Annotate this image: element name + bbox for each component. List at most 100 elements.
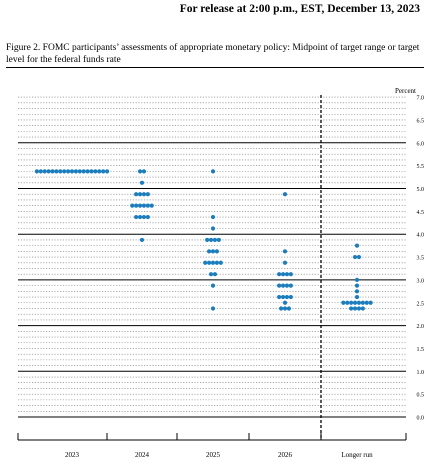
participant-dot — [284, 283, 290, 288]
participant-dot — [97, 169, 102, 174]
participant-dot — [218, 260, 223, 265]
participant-dot — [360, 306, 365, 311]
participant-dot — [354, 289, 360, 294]
participant-dot — [286, 306, 291, 311]
y-tick-label: 6.0 — [417, 141, 425, 147]
participant-dot — [288, 294, 293, 300]
participant-dot — [149, 203, 154, 208]
participant-dot — [134, 214, 139, 220]
participant-dot — [352, 254, 358, 260]
participant-dot — [354, 294, 360, 300]
participant-dot — [279, 306, 284, 311]
y-tick-label: 3.0 — [417, 278, 425, 284]
participant-dot — [210, 306, 216, 311]
participant-dot — [54, 169, 59, 174]
x-category-label: 2023 — [65, 451, 80, 459]
participant-dot — [280, 272, 286, 277]
y-tick-label: 6.5 — [417, 118, 425, 124]
y-tick-label: 0.5 — [417, 393, 425, 399]
participant-dot — [284, 272, 290, 277]
participant-dot — [214, 260, 219, 265]
y-tick-label: 7.0 — [417, 96, 425, 102]
participant-dot — [73, 169, 78, 174]
participant-dot — [208, 237, 214, 243]
participant-dot — [210, 226, 216, 231]
participant-dot — [89, 169, 94, 174]
participant-dot — [210, 214, 216, 220]
participant-dot — [212, 272, 218, 277]
participant-dot — [34, 169, 40, 174]
participant-dot — [145, 192, 150, 197]
participant-dot — [210, 283, 216, 288]
participant-dot — [137, 203, 143, 208]
release-line: For release at 2:00 p.m., EST, December … — [179, 3, 420, 15]
y-tick-label: 4.5 — [417, 210, 425, 216]
participant-dot — [282, 260, 288, 265]
participant-dot — [134, 203, 139, 208]
participant-dot — [364, 300, 369, 305]
participant-dot — [280, 283, 286, 288]
participant-dot — [141, 169, 147, 174]
participant-dot — [356, 254, 362, 260]
participant-dot — [284, 294, 290, 300]
participant-dot — [46, 169, 51, 174]
y-axis-label: Percent — [395, 87, 416, 95]
participant-dot — [360, 300, 365, 305]
x-category-label: 2025 — [206, 451, 221, 459]
title-rule — [6, 67, 424, 68]
participant-dot — [288, 272, 293, 277]
participant-dot — [349, 306, 354, 311]
x-category-label: 2026 — [278, 451, 293, 459]
participant-dot — [85, 169, 90, 174]
participant-dot — [145, 203, 150, 208]
y-tick-label: 5.0 — [417, 187, 425, 193]
participant-dot — [352, 306, 358, 311]
participant-dot — [207, 260, 212, 265]
participant-dot — [69, 169, 75, 174]
participant-dot — [208, 272, 214, 277]
participant-dot — [137, 214, 143, 220]
participant-dot — [139, 180, 145, 185]
participant-dot — [345, 300, 350, 305]
participant-dot — [210, 249, 216, 254]
participant-dot — [105, 169, 110, 174]
y-tick-label: 2.5 — [417, 301, 425, 307]
participant-dot — [145, 214, 150, 220]
participant-dot — [101, 169, 106, 174]
participant-dot — [50, 169, 55, 174]
participant-dot — [137, 192, 143, 197]
participant-dot — [341, 300, 346, 305]
participant-dot — [141, 214, 147, 220]
participant-dot — [134, 192, 139, 197]
participant-dot — [352, 300, 358, 305]
participant-dot — [354, 277, 360, 282]
participant-dot — [203, 260, 208, 265]
participant-dot — [58, 169, 63, 174]
participant-dot — [354, 283, 360, 288]
participant-dot — [277, 272, 282, 277]
participant-dot — [207, 249, 212, 254]
y-tick-label: 1.0 — [417, 370, 425, 376]
y-tick-label: 2.0 — [417, 324, 425, 330]
participant-dot — [212, 237, 218, 243]
participant-dot — [356, 300, 362, 305]
participant-dot — [282, 306, 288, 311]
y-tick-label: 3.5 — [417, 256, 425, 262]
participant-dot — [38, 169, 43, 174]
participant-dot — [66, 169, 71, 174]
participant-dot — [349, 300, 354, 305]
participant-dot — [354, 243, 360, 248]
y-tick-label: 0.0 — [417, 416, 425, 422]
participant-dot — [139, 237, 145, 243]
participant-dot — [137, 169, 143, 174]
participant-dot — [282, 300, 288, 305]
x-category-label: 2024 — [135, 451, 150, 459]
participant-dot — [282, 192, 288, 197]
participant-dot — [93, 169, 98, 174]
participant-dot — [277, 283, 282, 288]
participant-dot — [42, 169, 47, 174]
participant-dot — [214, 249, 219, 254]
participant-dot — [141, 192, 147, 197]
participant-dot — [282, 249, 288, 254]
